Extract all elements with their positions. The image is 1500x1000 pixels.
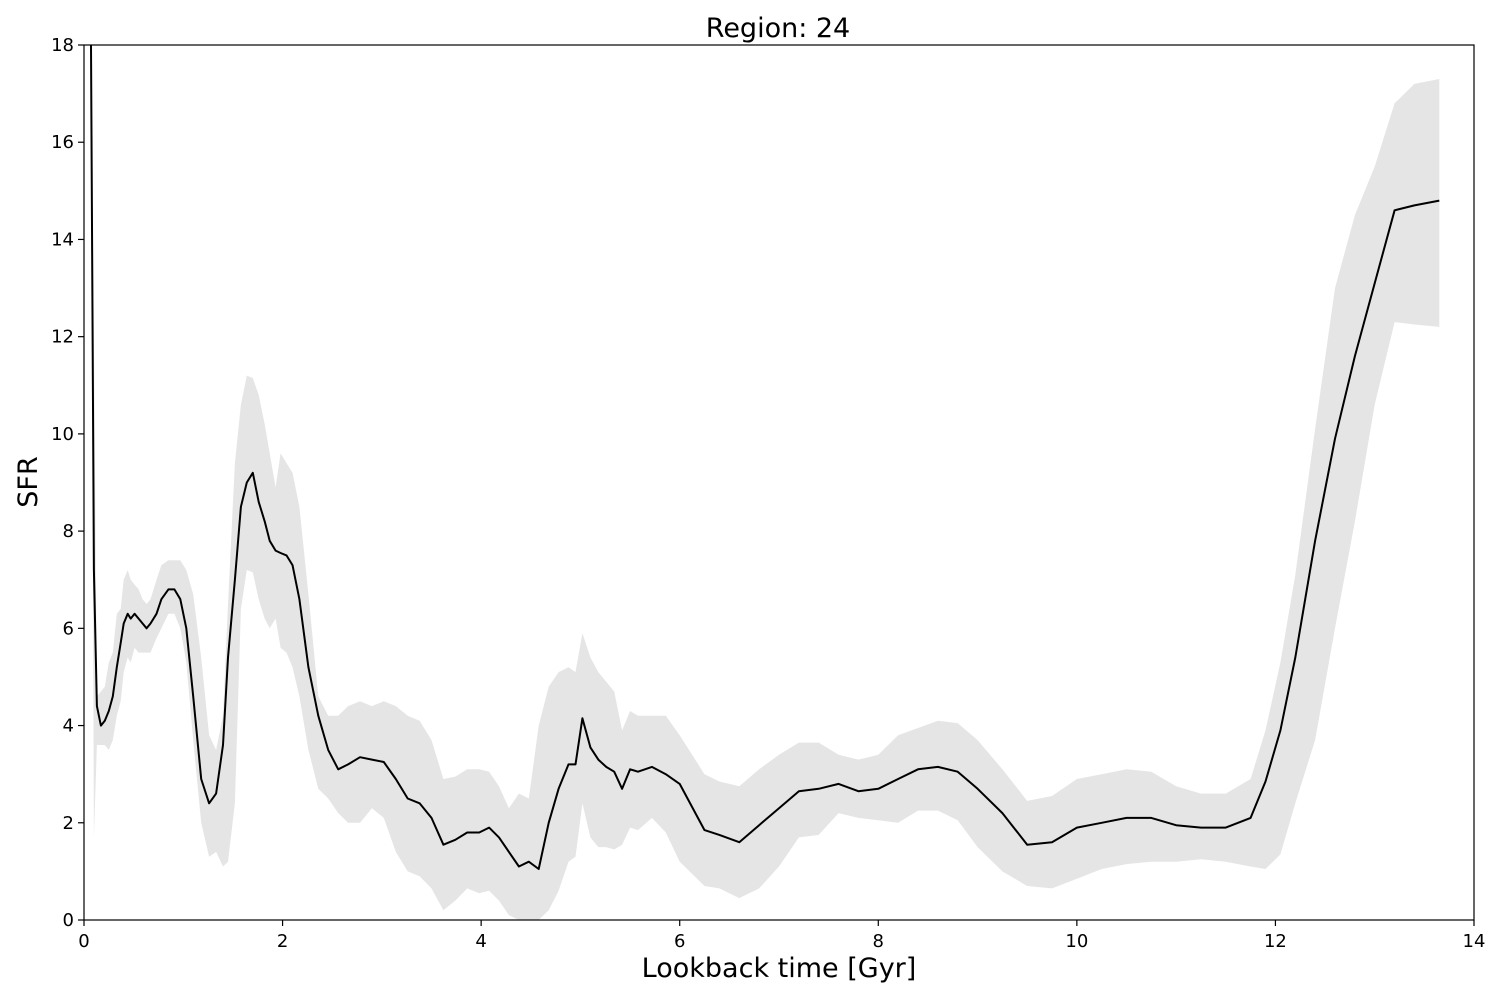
y-tick-label: 10 xyxy=(51,424,74,445)
y-tick-label: 2 xyxy=(63,813,74,834)
x-tick-label: 8 xyxy=(873,931,884,952)
y-tick-label: 14 xyxy=(51,229,74,250)
x-axis-label: Lookback time [Gyr] xyxy=(642,953,917,984)
y-axis-label: SFR xyxy=(13,456,44,507)
x-tick-label: 14 xyxy=(1463,931,1486,952)
x-tick-label: 6 xyxy=(674,931,685,952)
y-tick-label: 16 xyxy=(51,132,74,153)
y-axis-ticks: 0 2 4 6 8 10 12 14 16 18 xyxy=(51,35,84,931)
y-tick-label: 0 xyxy=(63,910,74,931)
y-tick-label: 6 xyxy=(63,618,74,639)
x-axis-ticks: 0 2 4 6 8 10 12 14 xyxy=(78,920,1485,952)
y-tick-label: 18 xyxy=(51,35,74,56)
y-tick-label: 8 xyxy=(63,521,74,542)
uncertainty-band xyxy=(91,45,1440,920)
sfr-line-layer xyxy=(90,45,1440,870)
uncertainty-band-layer xyxy=(91,45,1440,920)
x-tick-label: 2 xyxy=(277,931,288,952)
x-tick-label: 10 xyxy=(1065,931,1088,952)
sfr-line xyxy=(90,45,1440,870)
y-tick-label: 4 xyxy=(63,716,74,737)
plot-frame xyxy=(83,44,1475,921)
y-tick-label: 12 xyxy=(51,327,74,348)
x-tick-label: 12 xyxy=(1264,931,1287,952)
x-tick-label: 0 xyxy=(78,931,89,952)
x-tick-label: 4 xyxy=(475,931,486,952)
chart-title: Region: 24 xyxy=(706,13,850,44)
